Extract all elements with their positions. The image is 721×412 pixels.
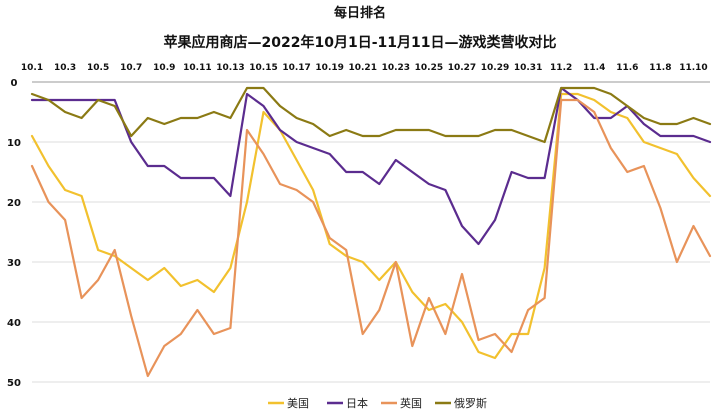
- y-tick-labels: 0 10 20 30 40 50: [7, 78, 21, 389]
- y-tick-label: 0: [11, 78, 18, 89]
- grid-layer: [32, 81, 710, 383]
- x-tick-label: 10.21: [348, 63, 376, 73]
- x-tick-label: 10.19: [315, 63, 343, 73]
- legend-label-3: 俄罗斯: [454, 397, 487, 410]
- x-tick-label: 11.2: [550, 63, 572, 73]
- y-tick-label: 40: [7, 318, 21, 329]
- y-tick-label: 10: [7, 138, 21, 149]
- x-tick-label: 11.4: [583, 63, 605, 73]
- x-tick-label: 10.13: [216, 63, 244, 73]
- x-tick-label: 10.7: [120, 63, 142, 73]
- x-tick-label: 10.11: [183, 63, 211, 73]
- x-tick-label: 10.3: [54, 63, 76, 73]
- series-layer: [30, 86, 712, 378]
- x-tick-label: 10.27: [448, 63, 476, 73]
- x-tick-label: 10.5: [87, 63, 109, 73]
- y-tick-label: 20: [7, 198, 21, 209]
- x-tick-label: 10.17: [282, 63, 310, 73]
- series-line-0: [30, 92, 712, 360]
- x-tick-labels: 10.1 10.3 10.5 10.7 10.9 10.11 10.13 10.15 10.17…: [21, 63, 708, 73]
- x-tick-label: 10.1: [21, 63, 43, 73]
- series-line-3: [30, 86, 712, 144]
- x-tick-label: 10.9: [153, 63, 175, 73]
- x-tick-label: 10.15: [249, 63, 277, 73]
- x-tick-label: 11.6: [616, 63, 638, 73]
- series-line-2: [30, 98, 712, 378]
- legend: 美国 日本 英国 俄罗斯: [268, 396, 487, 410]
- legend-label-1: 日本: [346, 396, 368, 410]
- chart-title: 每日排名: [334, 5, 386, 21]
- x-tick-label: 10.23: [382, 63, 410, 73]
- y-tick-label: 50: [7, 378, 21, 389]
- legend-label-0: 美国: [287, 397, 309, 410]
- x-tick-label: 11.8: [649, 63, 671, 73]
- x-tick-label: 10.29: [481, 63, 509, 73]
- legend-label-2: 英国: [400, 396, 422, 410]
- x-tick-label: 11.10: [679, 63, 707, 73]
- y-tick-label: 30: [7, 258, 21, 269]
- chart-subtitle: 苹果应用商店—2022年10月1日-11月11日—游戏类营收对比: [164, 34, 557, 51]
- x-tick-label: 10.31: [514, 63, 542, 73]
- x-tick-label: 10.25: [415, 63, 443, 73]
